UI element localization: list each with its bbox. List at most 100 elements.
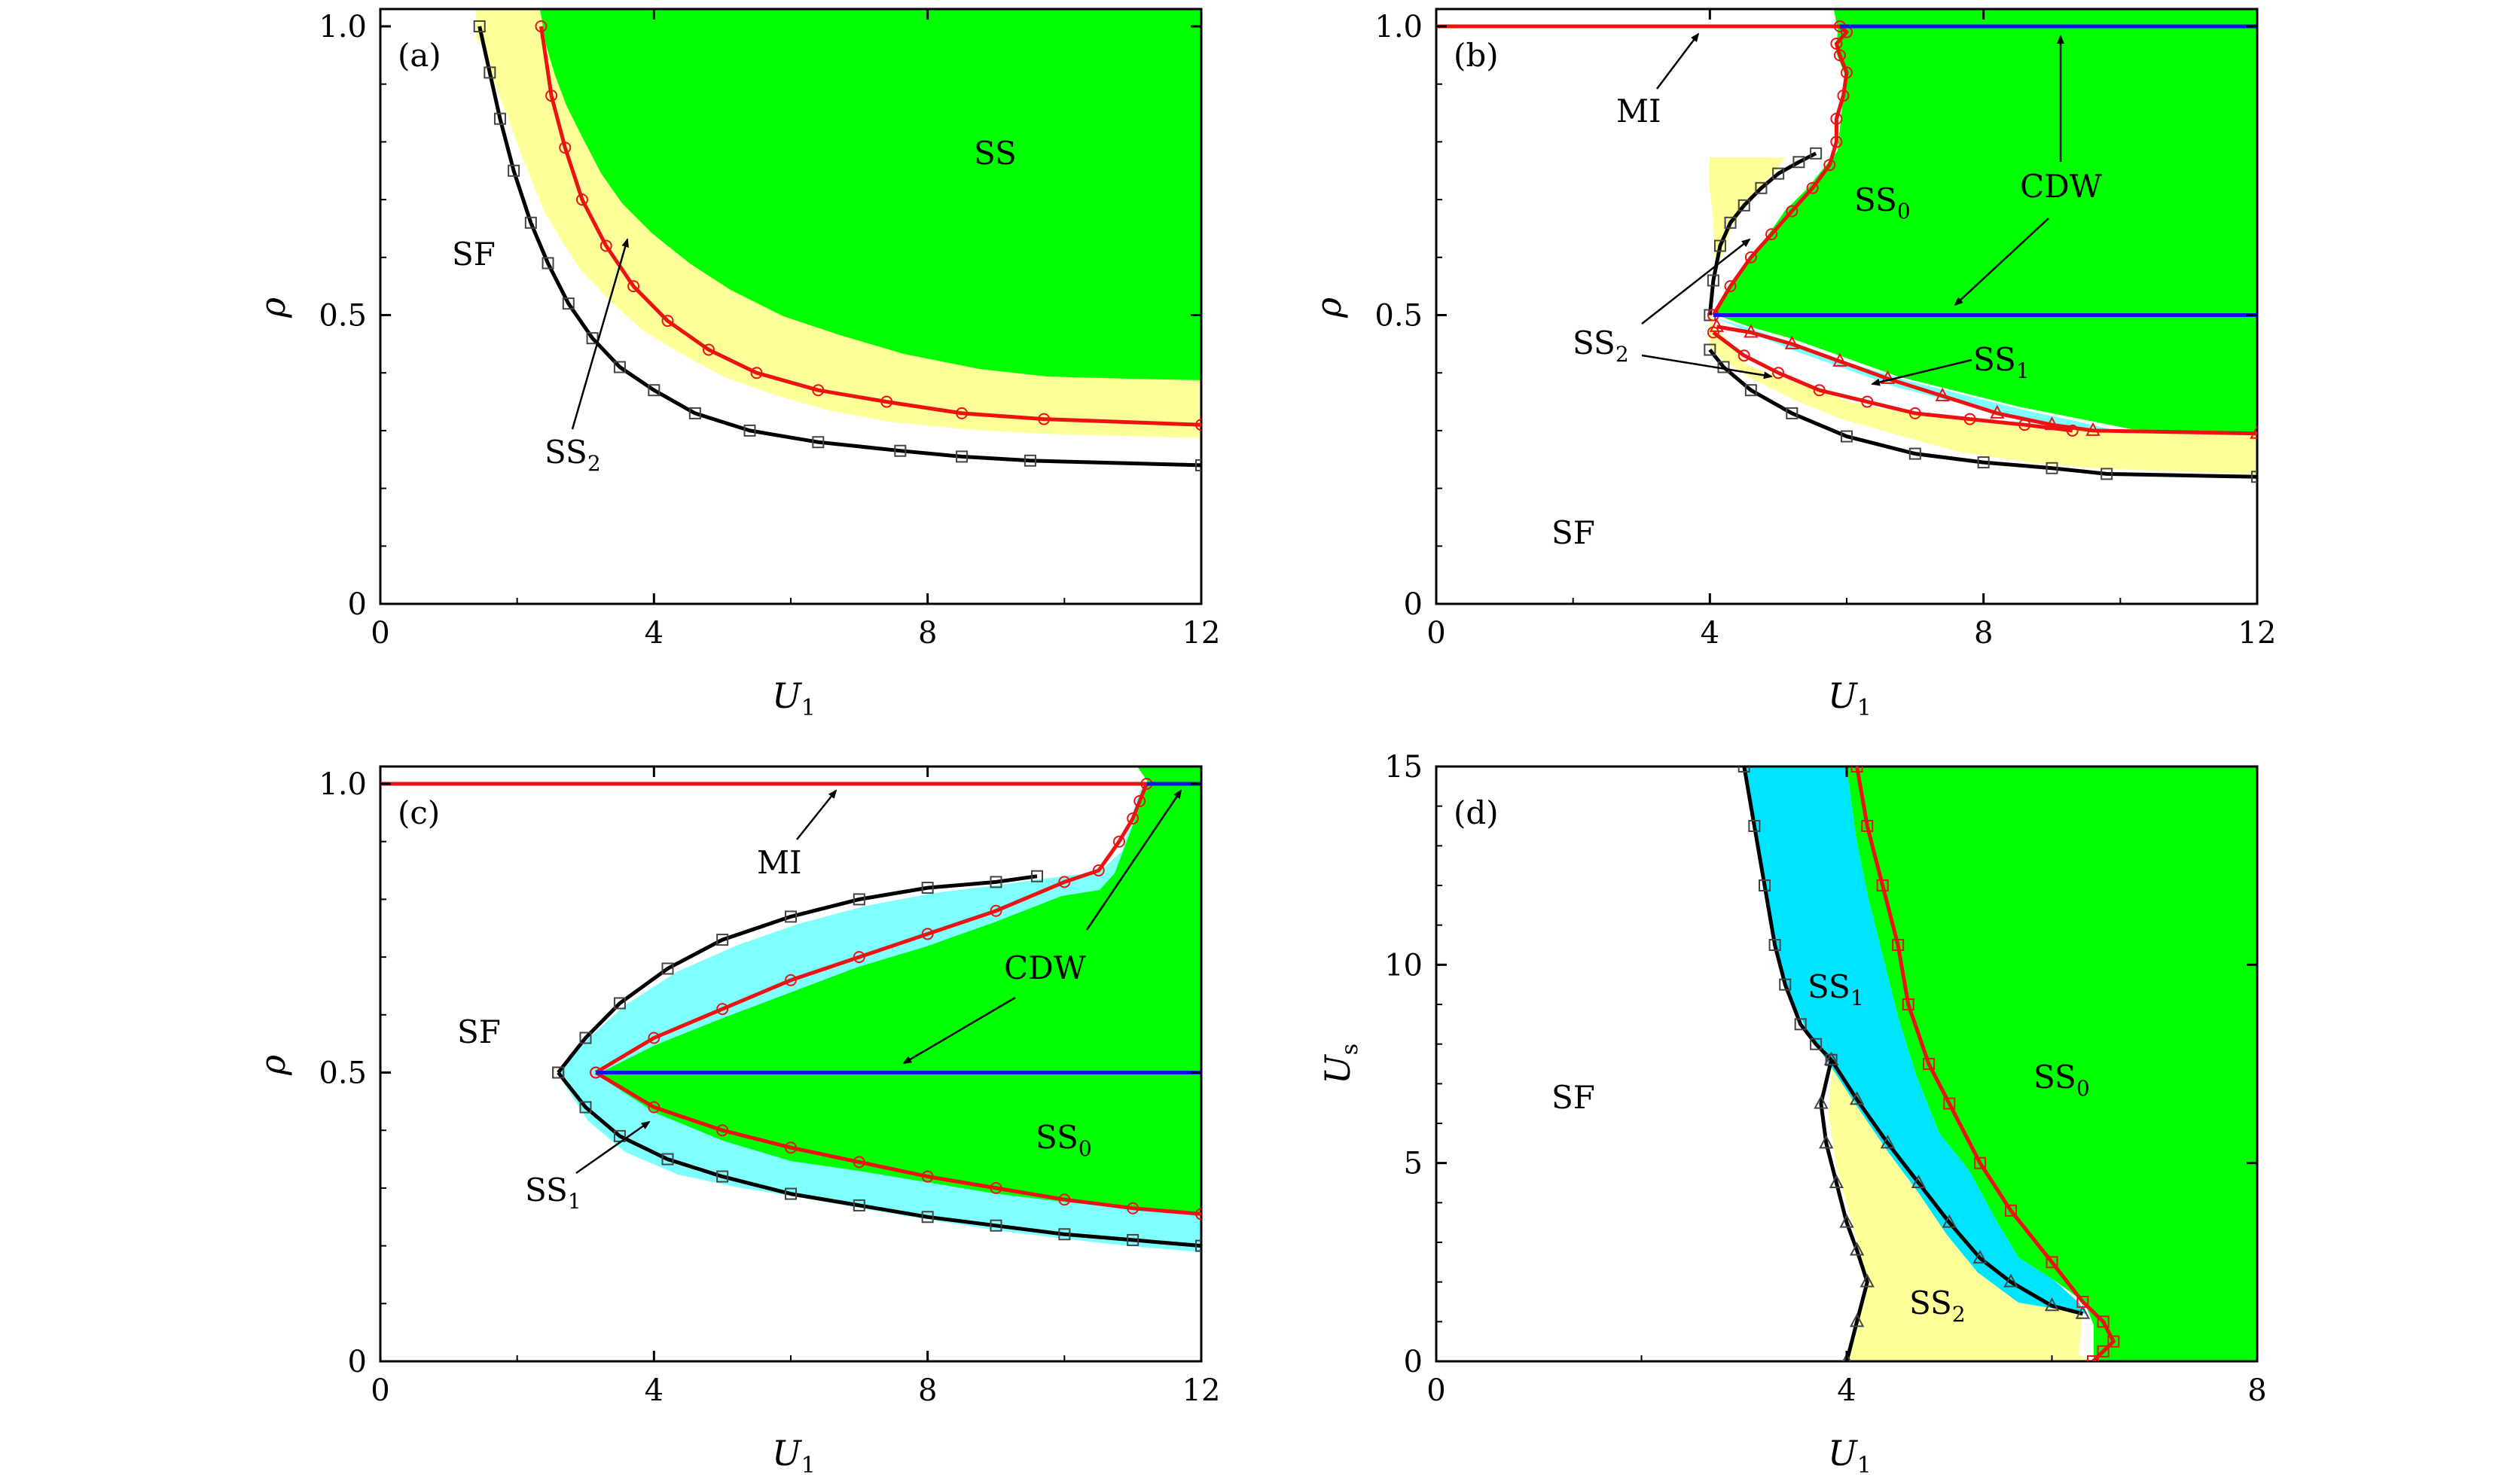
panel-b-series-4-marker (1880, 370, 1896, 384)
panel-b-cdw-arrow-mid (1954, 218, 2049, 306)
panel-d-series-2-marker (1849, 1091, 1865, 1105)
panel-a-xtick-label: 8 (918, 616, 937, 651)
panel-d-series-3-marker (1923, 1058, 1935, 1070)
panel-d-series-1-marker (1842, 1352, 1851, 1361)
panel-c-label: (c) (398, 794, 440, 831)
panel-c-series-2-marker (1127, 812, 1139, 825)
panel-c-ss0-region (596, 766, 1201, 1216)
panel-c-cdw-arrow-top (1085, 789, 1182, 931)
panel-b-series-4-marker (1990, 404, 2005, 419)
panel-d-series-3-marker (2097, 1345, 2110, 1358)
panel-d-ytick-label: 0 (1404, 1345, 1423, 1379)
panel-d-series-0-marker (1759, 879, 1771, 891)
panel-a-series-1-marker (661, 315, 674, 328)
panel-c-series-2-marker (785, 974, 797, 986)
panel-d-ytick-label: 15 (1384, 750, 1423, 785)
panel-c-ylabel: ρ (252, 1055, 293, 1076)
panel-c-series-2-marker (1058, 876, 1071, 888)
panel-a-series-1-marker (750, 367, 763, 379)
panel-d-series-1-marker (1829, 1174, 1844, 1188)
panel-b-region-ss0-main: SS (1854, 181, 1897, 218)
panel-d-series-0-marker (1737, 766, 1750, 773)
panel-d-series-1-marker (1849, 1313, 1865, 1327)
panel-d-label: (d) (1454, 794, 1499, 831)
panel-d-series-3-marker (2087, 1355, 2099, 1361)
panel-d-series-3-marker (2005, 1204, 2017, 1217)
panel-c-cdw-arrow-mid (902, 996, 1016, 1065)
panel-b-series-0-marker (1724, 216, 1737, 229)
panel-c-series-0-marker (921, 882, 934, 894)
panel-b-series-2-marker (1830, 112, 1843, 125)
panel-b-series-4-marker (1709, 318, 1725, 332)
panel-b-series-1-marker (2251, 471, 2257, 483)
panel-c-series-3-marker (853, 1156, 865, 1169)
panel-a-series-0-marker (613, 361, 626, 373)
panel-b-series-2-marker (1724, 280, 1737, 293)
panel-c-series-0-marker (1031, 870, 1043, 882)
panel-d-ss1-region (1744, 766, 2086, 1314)
panel-d-series-2-marker (2044, 1297, 2060, 1312)
panel-d-series-3-marker (2076, 1296, 2089, 1308)
panel-b-series-1-marker (1977, 456, 1990, 469)
panel-b-region-ss2: SS2 (1573, 325, 1629, 367)
panel-d-series-2-marker (1823, 1051, 1839, 1065)
panel-a-series-0-marker (688, 407, 701, 419)
panel-b-series-2-marker (1765, 228, 1778, 241)
panel-b-series-1-marker (2101, 468, 2113, 480)
panel-d-series-2-marker (1942, 1214, 1957, 1228)
panel-c-series-2-marker (921, 928, 934, 940)
panel-b-region-sf: SF (1551, 514, 1595, 551)
panel-b-series-3-marker (1908, 407, 1921, 419)
panel-c-series-0-marker (579, 1032, 592, 1044)
panel-a-xtick-label: 0 (371, 616, 389, 651)
panel-c-region-ss0-sub: 0 (1078, 1136, 1092, 1161)
panel-b-ss2-arrow-lower (1641, 354, 1773, 379)
panel-d-series-1-marker (1814, 1095, 1829, 1109)
panel-c-xtick-label: 8 (918, 1373, 937, 1408)
panel-d-xlabel-sub: 1 (1857, 1452, 1872, 1475)
panel-d-ylabel: Us (1317, 1044, 1363, 1084)
panel-c-ticks: 0 4 8 12 0 0.5 1.0 (319, 766, 1220, 1408)
panel-d-region-ss1-sub: 1 (1850, 986, 1864, 1010)
panel-d-ylabel-main: U (1317, 1053, 1358, 1084)
panel-b-series-4-marker (1744, 324, 1759, 338)
panel-a-series-1-marker (575, 194, 588, 206)
panel-c-series-2-marker (853, 951, 865, 964)
panel-d-xtick-label: 8 (2247, 1373, 2266, 1408)
panel-b-ytick-label: 0 (1404, 587, 1423, 622)
panel-c-series-0-marker (613, 997, 626, 1010)
panel-c-xlabel: U1 (772, 1433, 816, 1475)
panel-b-series-4-marker (1935, 387, 1950, 401)
panel-c-region-mi: MI (757, 844, 802, 881)
panel-c-ss1-arrow (575, 1120, 651, 1175)
panel-c-series-3-line (594, 1071, 1201, 1216)
panel-b-region-ss1-sub: 1 (2016, 358, 2030, 383)
panel-d-series-3-marker (1943, 1097, 1956, 1110)
panel-a-ytick-label: 0 (348, 587, 367, 622)
panel-c-series-1-marker (853, 1199, 865, 1211)
panel-c-series-2-marker (1092, 864, 1105, 877)
panel-b-ss2-arrow-upper (1641, 238, 1751, 325)
panel-b-xlabel-main: U (1828, 675, 1859, 716)
panel-d-series-1-line (1819, 1059, 1869, 1361)
panel-c-series-3-marker (1127, 1202, 1139, 1214)
panel-d-ss0-region (1847, 766, 2257, 1361)
panel-d-region-ss2-main: SS (1909, 1285, 1952, 1321)
panel-c-series-1-marker (579, 1101, 592, 1114)
panel-b-series-2-marker (1830, 136, 1843, 148)
panel-c-series-3-marker (785, 1141, 797, 1154)
panel-d-region-ss0-sub: 0 (2076, 1076, 2090, 1101)
panel-d-xtick-label: 0 (1426, 1373, 1445, 1408)
panel-a-series-0-marker (562, 297, 575, 310)
panel-c-series-0-marker (990, 876, 1002, 888)
panel-c-series-1-marker (716, 1170, 729, 1183)
panel-a-series-0-marker (648, 384, 661, 397)
panel-b-series-2-marker (1744, 251, 1757, 264)
panel-d-series-0-marker (1748, 820, 1761, 832)
panel-c-series-2-line (594, 783, 1149, 1074)
panel-b-series-2-marker (1806, 181, 1819, 194)
panel-a-regions (380, 9, 1201, 604)
